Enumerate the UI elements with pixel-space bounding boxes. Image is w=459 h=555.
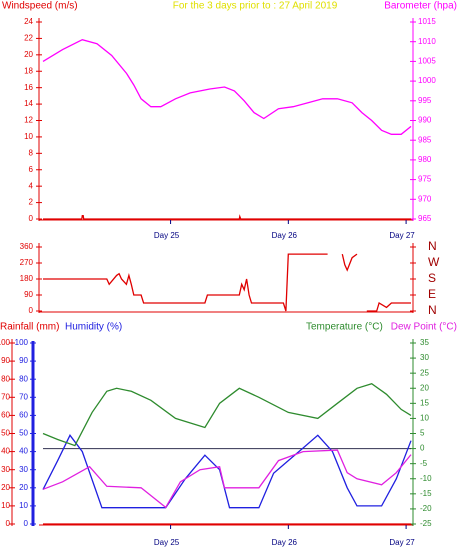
- series-line: [42, 39, 412, 135]
- y-tick-label: 0: [29, 306, 34, 315]
- y-tick-label: 8: [29, 148, 34, 157]
- axis-title: Rainfall (mm): [0, 322, 59, 333]
- y-tick-label: 30: [1, 465, 10, 474]
- y2-tick-label: 0: [420, 444, 425, 453]
- y2-tick-label: -25: [420, 519, 432, 528]
- y-tick-label: 10: [1, 501, 10, 510]
- y2-tick-label: 990: [418, 116, 432, 125]
- y3-tick-label: 30: [19, 465, 28, 474]
- y2-tick-label: 25: [420, 368, 429, 377]
- y2-tick-label: 1005: [418, 57, 436, 66]
- y-tick-label: 90: [24, 290, 33, 299]
- y-tick-label: 16: [24, 83, 33, 92]
- x-tick-label: Day 27: [389, 231, 415, 240]
- y-tick-label: 50: [1, 429, 10, 438]
- axis-title: Temperature (°C): [306, 322, 383, 333]
- y2-tick-label: 985: [418, 135, 432, 144]
- y-tick-label: 22: [24, 34, 33, 43]
- y2-tick-label: -15: [420, 489, 432, 498]
- y2-tick-label: -10: [420, 474, 432, 483]
- y-tick-label: 360: [20, 242, 34, 251]
- y-tick-label: 270: [20, 258, 34, 267]
- y2-tick-label: 10: [420, 414, 429, 423]
- y2-tick-label: N: [428, 239, 437, 253]
- y2-tick-label: S: [428, 271, 436, 285]
- y2-tick-label: 15: [420, 398, 429, 407]
- y3-tick-label: 0: [24, 519, 29, 528]
- y-tick-label: 4: [29, 181, 34, 190]
- y-tick-label: 40: [1, 447, 10, 456]
- y-tick-label: 70: [1, 392, 10, 401]
- y-tick-label: 90: [1, 356, 10, 365]
- y2-tick-label: N: [428, 303, 437, 317]
- y2-tick-label: 1000: [418, 76, 436, 85]
- series-line: [42, 434, 412, 509]
- x-tick-label: Day 27: [389, 538, 415, 547]
- y3-tick-label: 70: [19, 392, 28, 401]
- y3-tick-label: 20: [19, 483, 28, 492]
- y3-tick-label: 40: [19, 447, 28, 456]
- y2-tick-label: -20: [420, 504, 432, 513]
- y-tick-label: 18: [24, 66, 33, 75]
- y2-tick-label: 970: [418, 194, 432, 203]
- series-line: [43, 253, 411, 312]
- y3-tick-label: 10: [19, 501, 28, 510]
- x-tick-label: Day 25: [154, 538, 180, 547]
- series-line: [43, 214, 411, 220]
- y2-tick-label: 20: [420, 383, 429, 392]
- y-tick-label: 0: [6, 519, 11, 528]
- y-tick-label: 12: [24, 116, 33, 125]
- y2-tick-label: 1010: [418, 37, 436, 46]
- y3-tick-label: 90: [19, 356, 28, 365]
- y2-tick-label: 965: [418, 214, 432, 223]
- axis-title: Dew Point (°C): [391, 322, 457, 333]
- y2-tick-label: 5: [420, 429, 425, 438]
- x-tick-label: Day 25: [154, 231, 180, 240]
- y2-tick-label: -5: [420, 459, 428, 468]
- y-tick-label: 24: [24, 17, 33, 26]
- series-line: [42, 382, 412, 447]
- y2-tick-label: 975: [418, 175, 432, 184]
- y2-tick-label: 1015: [418, 17, 436, 26]
- y-tick-label: 20: [24, 50, 33, 59]
- series-line: [42, 449, 412, 509]
- y-tick-label: 80: [1, 374, 10, 383]
- axis-title: Windspeed (m/s): [2, 1, 78, 12]
- y-tick-label: 60: [1, 411, 10, 420]
- y2-tick-label: 35: [420, 338, 429, 347]
- x-tick-label: Day 26: [272, 231, 298, 240]
- y-tick-label: 6: [29, 165, 34, 174]
- y-tick-label: 100: [0, 338, 11, 347]
- y2-tick-label: E: [428, 287, 436, 301]
- y2-tick-label: 30: [420, 353, 429, 362]
- axis-title: Humidity (%): [65, 322, 122, 333]
- y3-tick-label: 100: [15, 338, 29, 347]
- y-tick-label: 14: [24, 99, 33, 108]
- chart-title: For the 3 days prior to : 27 April 2019: [173, 1, 338, 12]
- axis-title: Barometer (hpa): [384, 1, 457, 12]
- y3-tick-label: 50: [19, 429, 28, 438]
- y3-tick-label: 80: [19, 374, 28, 383]
- y-tick-label: 2: [29, 198, 34, 207]
- y2-tick-label: 980: [418, 155, 432, 164]
- y-tick-label: 0: [29, 214, 34, 223]
- y2-tick-label: 995: [418, 96, 432, 105]
- y-tick-label: 180: [20, 274, 34, 283]
- y3-tick-label: 60: [19, 411, 28, 420]
- y-tick-label: 20: [1, 483, 10, 492]
- y2-tick-label: W: [428, 255, 440, 269]
- x-tick-label: Day 26: [272, 538, 298, 547]
- y-tick-label: 10: [24, 132, 33, 141]
